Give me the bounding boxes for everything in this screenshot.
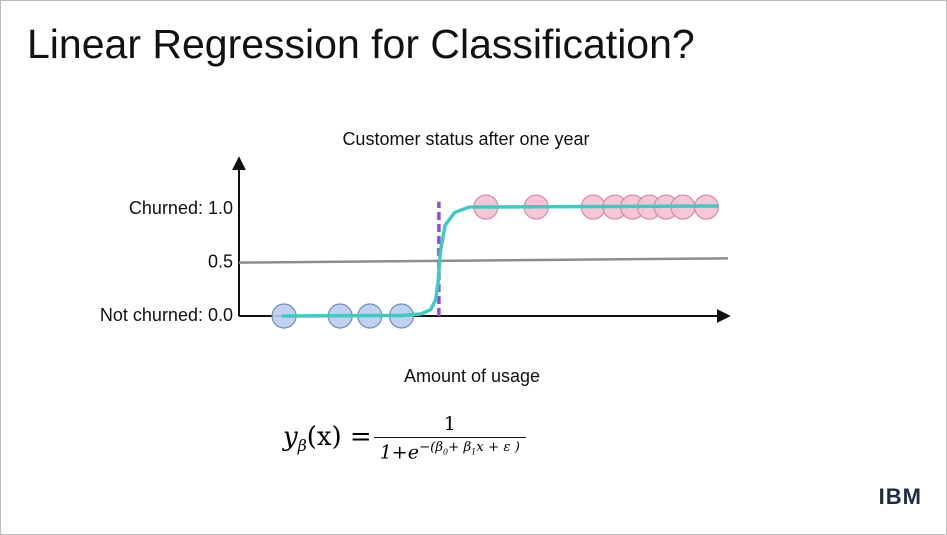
numerator: 1: [373, 413, 526, 438]
exp-part: −(β: [418, 440, 444, 455]
slide-title: Linear Regression for Classification?: [27, 21, 695, 67]
lhs-rest: (x) =: [306, 421, 372, 452]
exp-sub: 0: [443, 447, 449, 457]
exp-part: + β: [448, 440, 472, 455]
sigmoid-curve: [282, 204, 719, 318]
y-tick-label: Not churned: 0.0: [100, 305, 233, 325]
logo: IBM: [878, 484, 922, 509]
lhs: y: [283, 421, 298, 452]
denominator: 1+e−(β0+ β1x + ε ): [380, 438, 520, 463]
x-axis-label: Amount of usage: [404, 366, 540, 386]
chart-title: Customer status after one year: [342, 129, 589, 149]
lhs-sub: β: [297, 436, 307, 455]
formula: yβ(x) = 1 1+e−(β0+ β1x + ε ): [283, 413, 526, 463]
y-tick-label: 0.5: [208, 251, 233, 271]
fraction: 1 1+e−(β0+ β1x + ε ): [373, 413, 526, 463]
y-tick-label: Churned: 1.0: [129, 198, 233, 218]
denominator-base: 1+e: [379, 441, 419, 464]
exp-sub: 1: [471, 447, 477, 457]
exp-part: x + ε ): [476, 440, 520, 455]
exponent: −(β0+ β1x + ε ): [418, 440, 520, 457]
formula-lhs: yβ(x) =: [283, 422, 372, 455]
threshold-line: [238, 257, 729, 264]
